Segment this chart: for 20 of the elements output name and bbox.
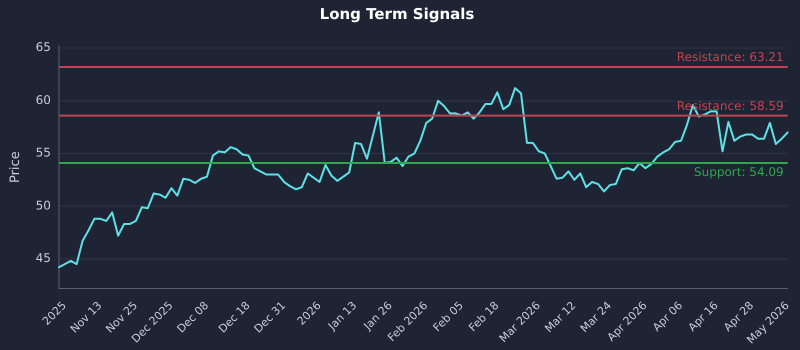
ref-line-label: Resistance: 58.59 xyxy=(676,98,784,113)
x-tick-label: Feb 18 xyxy=(466,298,502,334)
x-tick-label: Dec 08 xyxy=(174,298,212,336)
x-tick-label: Jan 13 xyxy=(325,298,360,334)
y-tick-label: 45 xyxy=(36,250,51,265)
x-tick-label: Dec 31 xyxy=(252,298,288,336)
x-tick-label: Apr 06 xyxy=(650,298,686,334)
y-tick-label: 65 xyxy=(36,40,51,54)
x-tick-label: Dec 18 xyxy=(216,298,253,336)
y-tick-label: 55 xyxy=(36,146,51,160)
ref-line-label: Support: 54.09 xyxy=(694,165,784,180)
y-tick-label: 50 xyxy=(36,198,51,212)
x-tick-label: Apr 16 xyxy=(686,298,721,334)
y-axis-title: Price xyxy=(8,151,24,184)
chart-title: Long Term Signals xyxy=(320,4,474,23)
x-tick-label: Nov 13 xyxy=(68,298,104,336)
ref-line-label: Resistance: 63.21 xyxy=(676,50,784,64)
x-tick-label: Feb 05 xyxy=(430,298,466,334)
x-tick-label: Mar 12 xyxy=(542,298,579,336)
y-tick-label: 60 xyxy=(36,92,51,107)
